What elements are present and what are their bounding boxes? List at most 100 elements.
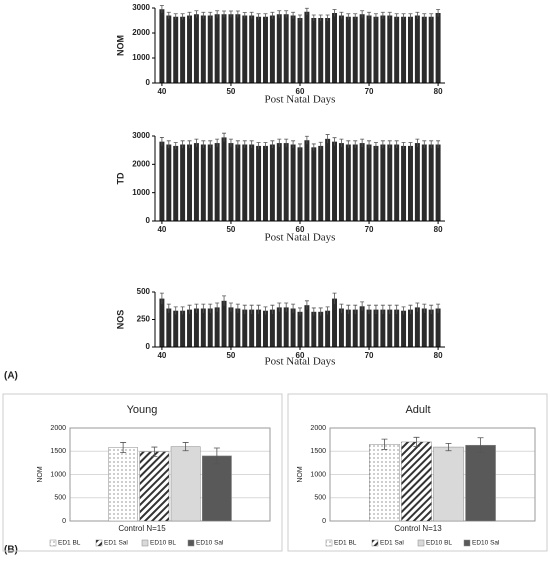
y-axis-label: NOS <box>115 310 125 330</box>
bar <box>180 144 186 221</box>
y-tick-label: 500 <box>137 287 151 296</box>
x-tick-label: 80 <box>434 225 443 234</box>
error-bar <box>380 304 385 314</box>
y-tick-label: 500 <box>54 495 66 502</box>
error-bar <box>166 11 171 19</box>
error-bar <box>298 143 302 151</box>
y-tick-label: 1000 <box>132 53 150 62</box>
error-bar <box>291 11 296 19</box>
error-bar <box>166 303 171 313</box>
bar <box>170 446 201 522</box>
bar <box>401 145 407 221</box>
bar <box>180 310 186 347</box>
error-bar <box>332 137 337 146</box>
legend-swatch <box>417 539 425 547</box>
bar <box>283 307 289 347</box>
error-bar <box>194 303 199 313</box>
y-tick-label: 0 <box>62 518 66 525</box>
bar <box>214 143 220 221</box>
error-bar <box>277 138 282 148</box>
y-tick-label: 3000 <box>132 131 150 140</box>
bar <box>159 298 165 347</box>
bar <box>242 309 248 347</box>
error-bar <box>401 142 406 150</box>
error-bar <box>311 143 316 151</box>
x-axis-label: Control N=13 <box>394 524 442 533</box>
error-bar <box>477 437 484 454</box>
y-tick-label: 1500 <box>310 448 326 455</box>
bar <box>401 16 407 83</box>
error-bar <box>159 5 164 13</box>
panel-label: (B) <box>4 545 18 556</box>
error-bar <box>367 304 372 314</box>
bar <box>394 309 400 347</box>
bar <box>221 14 227 83</box>
bar <box>428 16 434 83</box>
bar-pattern <box>108 447 138 521</box>
bar <box>207 15 213 83</box>
x-tick-label: 60 <box>296 351 305 360</box>
bar <box>202 455 232 522</box>
bar <box>166 144 172 221</box>
error-bar <box>298 14 302 21</box>
bar <box>421 308 427 347</box>
error-bar <box>173 142 178 150</box>
bar <box>311 311 317 347</box>
error-bar <box>291 140 296 149</box>
bar <box>421 16 427 83</box>
bar <box>283 143 289 221</box>
bar <box>221 300 227 347</box>
chart-title: Adult <box>405 404 430 416</box>
legend-label: ED1 Sal <box>104 540 128 547</box>
legend-label: ED10 BL <box>426 540 452 547</box>
x-tick-label: 40 <box>157 351 166 360</box>
error-bar <box>194 10 199 18</box>
bar <box>214 307 220 347</box>
error-bar <box>408 304 413 314</box>
bar <box>387 144 393 221</box>
error-bar <box>208 11 213 19</box>
bar <box>256 145 262 221</box>
bar <box>269 15 275 83</box>
x-tick-label: 70 <box>365 87 374 96</box>
y-tick-label: 1500 <box>50 448 66 455</box>
bar <box>338 143 344 221</box>
error-bar <box>256 304 261 314</box>
error-bar <box>242 304 247 314</box>
bar <box>262 310 268 347</box>
error-bar <box>339 303 344 313</box>
x-tick-label: 80 <box>434 87 443 96</box>
bar <box>187 309 193 347</box>
error-bar <box>159 292 164 305</box>
error-bar <box>182 442 189 452</box>
y-tick-label: 500 <box>314 495 326 502</box>
bar <box>428 309 434 347</box>
error-bar <box>215 10 220 18</box>
error-bar <box>270 140 275 149</box>
error-bar <box>436 9 441 17</box>
bar <box>297 311 303 347</box>
bar <box>290 144 296 221</box>
bar <box>297 147 303 221</box>
bar <box>311 147 317 221</box>
y-axis-label: NOM <box>115 35 125 56</box>
error-bar <box>235 140 240 149</box>
bar <box>465 444 496 522</box>
legend-swatch-pattern <box>326 540 332 546</box>
bar <box>345 16 351 83</box>
error-bar <box>194 138 199 148</box>
error-bar <box>166 140 171 149</box>
error-bar <box>222 132 227 142</box>
x-tick-label: 50 <box>226 351 235 360</box>
bar <box>366 144 372 221</box>
error-bar <box>325 14 330 21</box>
bar <box>345 309 351 347</box>
bar <box>228 143 234 221</box>
error-bar <box>422 140 427 149</box>
error-bar <box>360 10 365 18</box>
bar <box>325 18 331 83</box>
bar <box>318 145 324 221</box>
error-bar <box>298 307 302 316</box>
bar <box>276 307 282 347</box>
bar <box>414 15 420 83</box>
